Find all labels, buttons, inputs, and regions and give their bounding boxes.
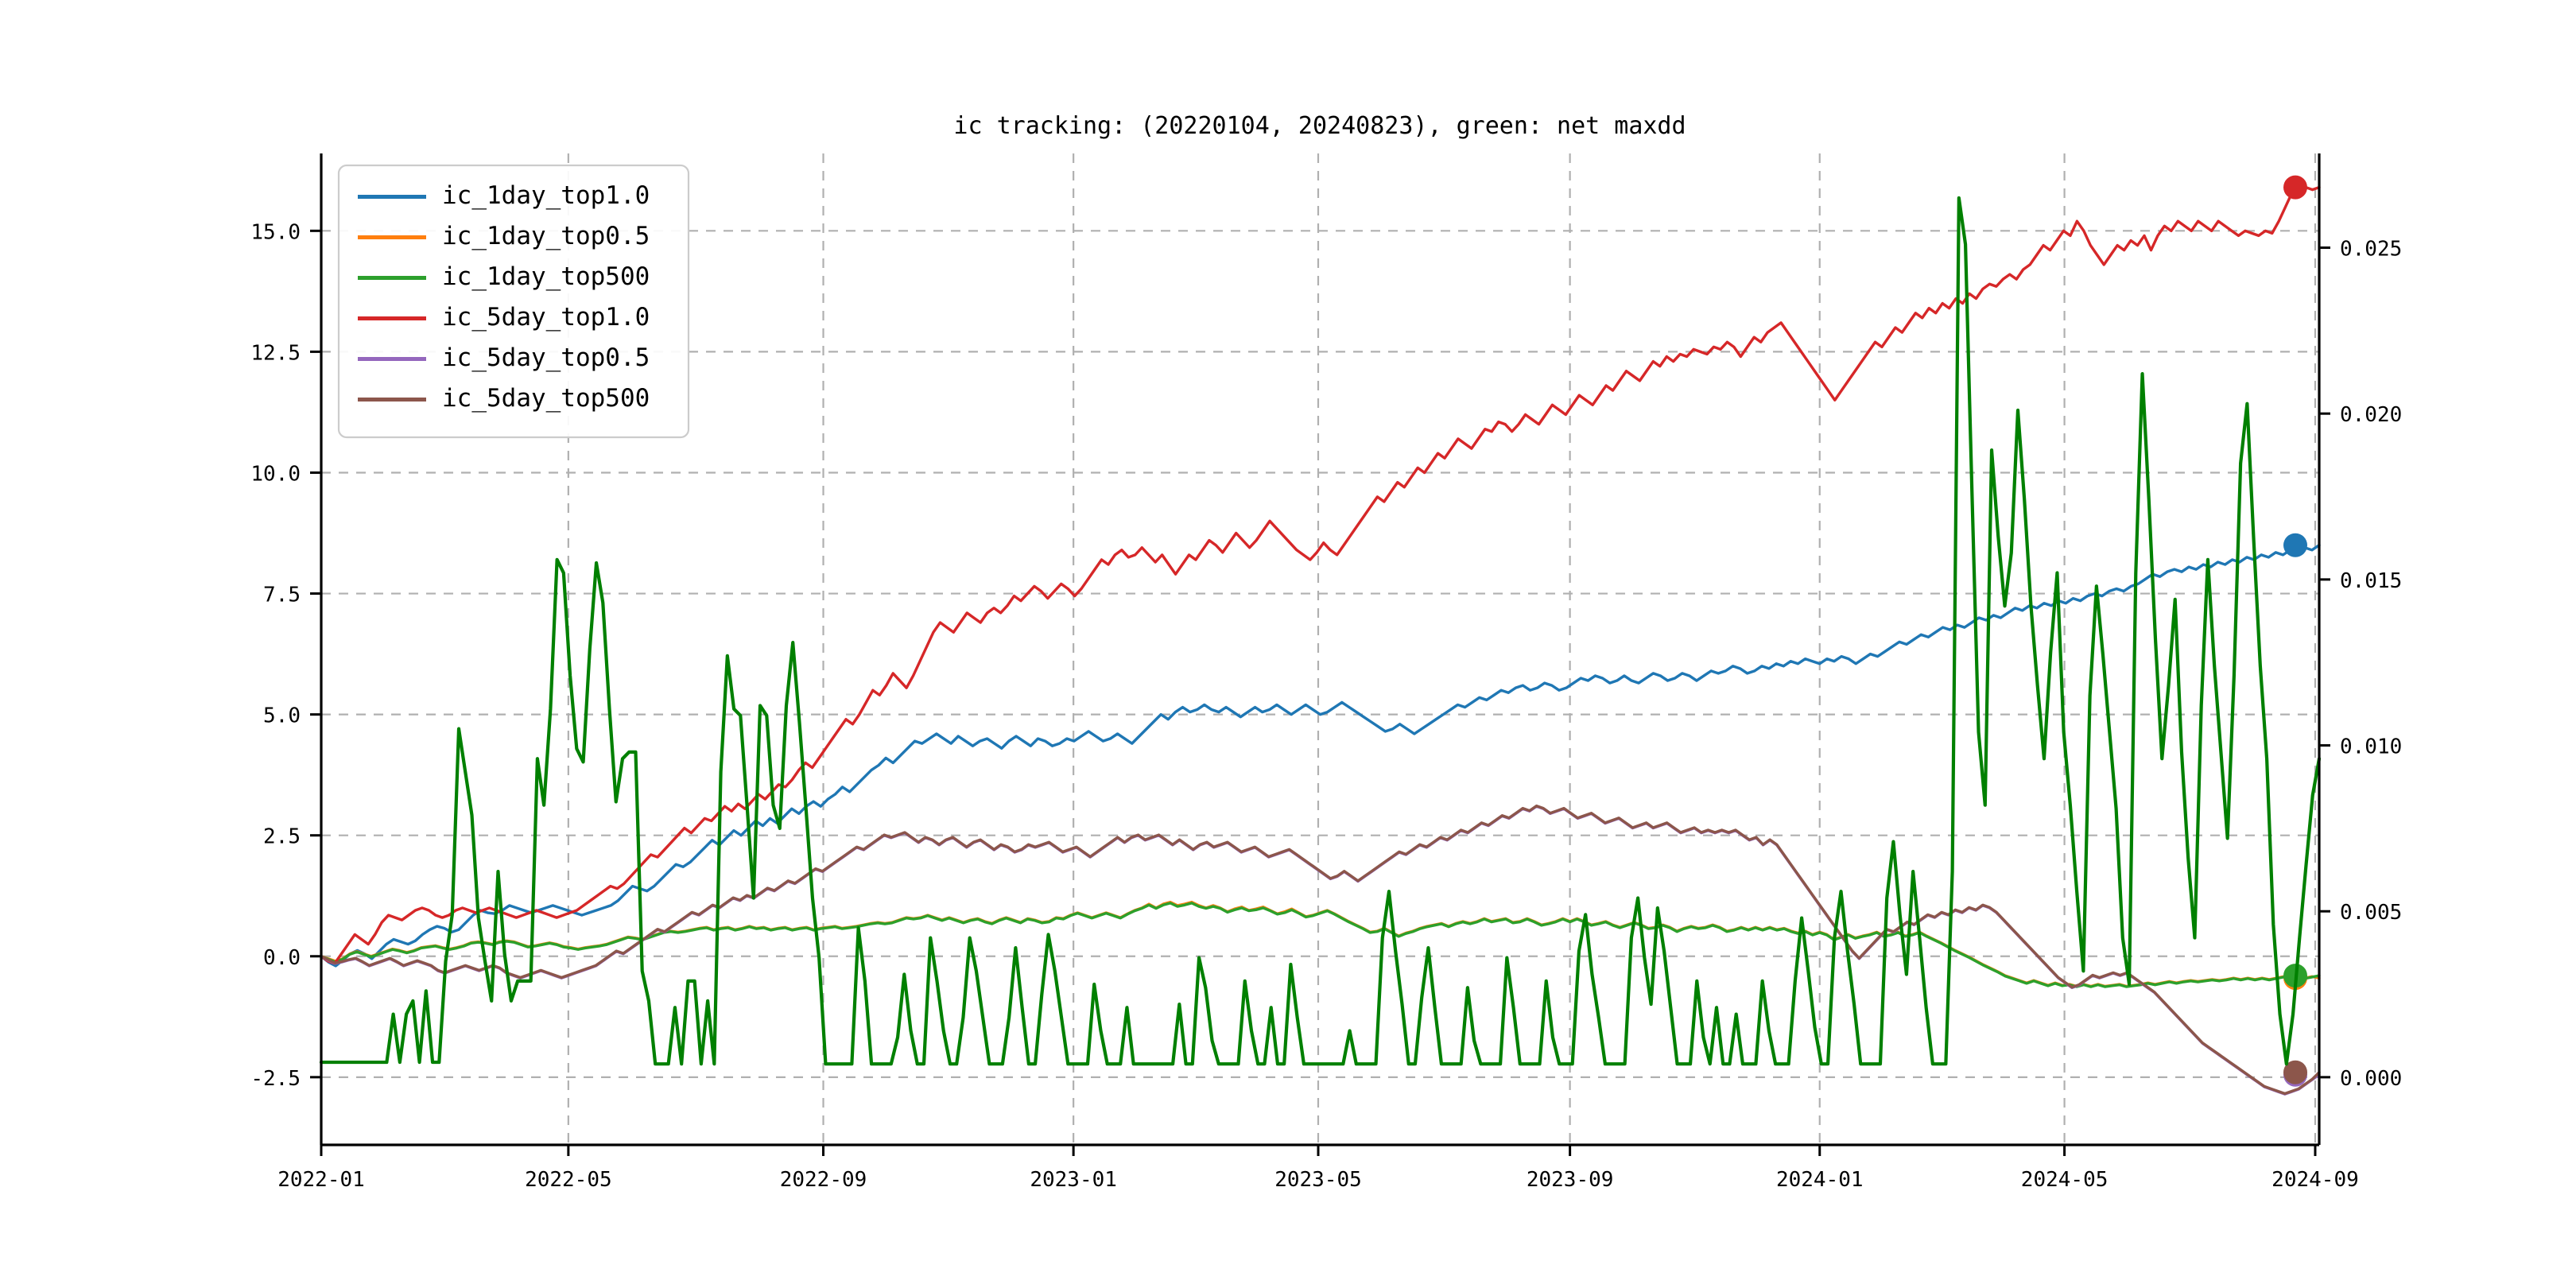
legend-label-ic-5day-top1-0[interactable]: ic_5day_top1.0 [442,303,650,332]
chart-legend[interactable]: ic_1day_top1.0 ic_1day_top0.5 ic_1day_top5… [337,164,690,439]
x-axis-tick-label: 2024-05 [2021,1168,2109,1192]
legend-label-ic-5day-top500[interactable]: ic_5day_top500 [442,384,650,413]
left-axis-tick-label: 7.5 [263,584,301,607]
series-line-net-maxdd [319,196,2322,1066]
x-axis-tick-label: 2023-09 [1527,1168,1614,1192]
series-line-ic-1day-top500 [320,902,2321,988]
legend-background [337,164,690,439]
legend-label-ic-1day-top0-5[interactable]: ic_1day_top0.5 [442,222,650,250]
legend-label-ic-5day-top0-5[interactable]: ic_5day_top0.5 [442,343,650,372]
series-line-ic-1day-top1-0 [320,544,2321,968]
x-axis-tick-label: 2022-05 [525,1168,612,1192]
left-axis-tick-label: 15.0 [250,220,301,244]
series-end-marker-ic-1day-top1-0 [2283,533,2307,557]
x-axis-tick-label: 2022-09 [780,1168,867,1192]
series-end-marker-ic-5day-top500 [2283,1060,2307,1084]
left-axis-tick-label: 0.0 [263,946,301,970]
right-axis-tick-label: 0.010 [2340,735,2402,759]
legend-label-ic-1day-top1-0[interactable]: ic_1day_top1.0 [442,181,650,210]
x-axis-tick-label: 2022-01 [277,1168,365,1192]
legend-label-ic-1day-top500[interactable]: ic_1day_top500 [442,262,650,291]
left-axis-tick-label: 5.0 [263,704,301,728]
x-axis-tick-label: 2023-05 [1274,1168,1362,1192]
right-axis-tick-label: 0.025 [2340,238,2402,262]
left-axis-tick-label: 12.5 [250,341,301,365]
series-line-ic-5day-top1-0 [320,185,2321,965]
series-line-ic-5day-top500 [320,804,2321,1096]
series-end-marker-ic-5day-top1-0 [2283,175,2307,200]
left-axis-tick-label: -2.5 [250,1067,301,1091]
x-axis-tick-label: 2024-09 [2271,1168,2359,1192]
right-axis-tick-label: 0.020 [2340,403,2402,427]
left-axis-tick-label: 10.0 [250,462,301,486]
chart-title: ic tracking: (20220104, 20240823), green… [953,112,1686,140]
axis-ticks[interactable]: -2.5 0.0 2.5 5.0 7.5 10.0 12.5 15.0 0.000 0.005 0.… [250,220,2402,1192]
right-axis-tick-label: 0.005 [2340,901,2402,925]
right-axis-tick-label: 0.015 [2340,569,2402,593]
x-axis-tick-label: 2023-01 [1030,1168,1117,1192]
x-axis-tick-label: 2024-01 [1776,1168,1864,1192]
axis-spines [320,153,2321,1146]
series-lines [319,175,2322,1096]
left-axis-tick-label: 2.5 [263,825,301,849]
right-axis-tick-label: 0.000 [2340,1067,2402,1091]
